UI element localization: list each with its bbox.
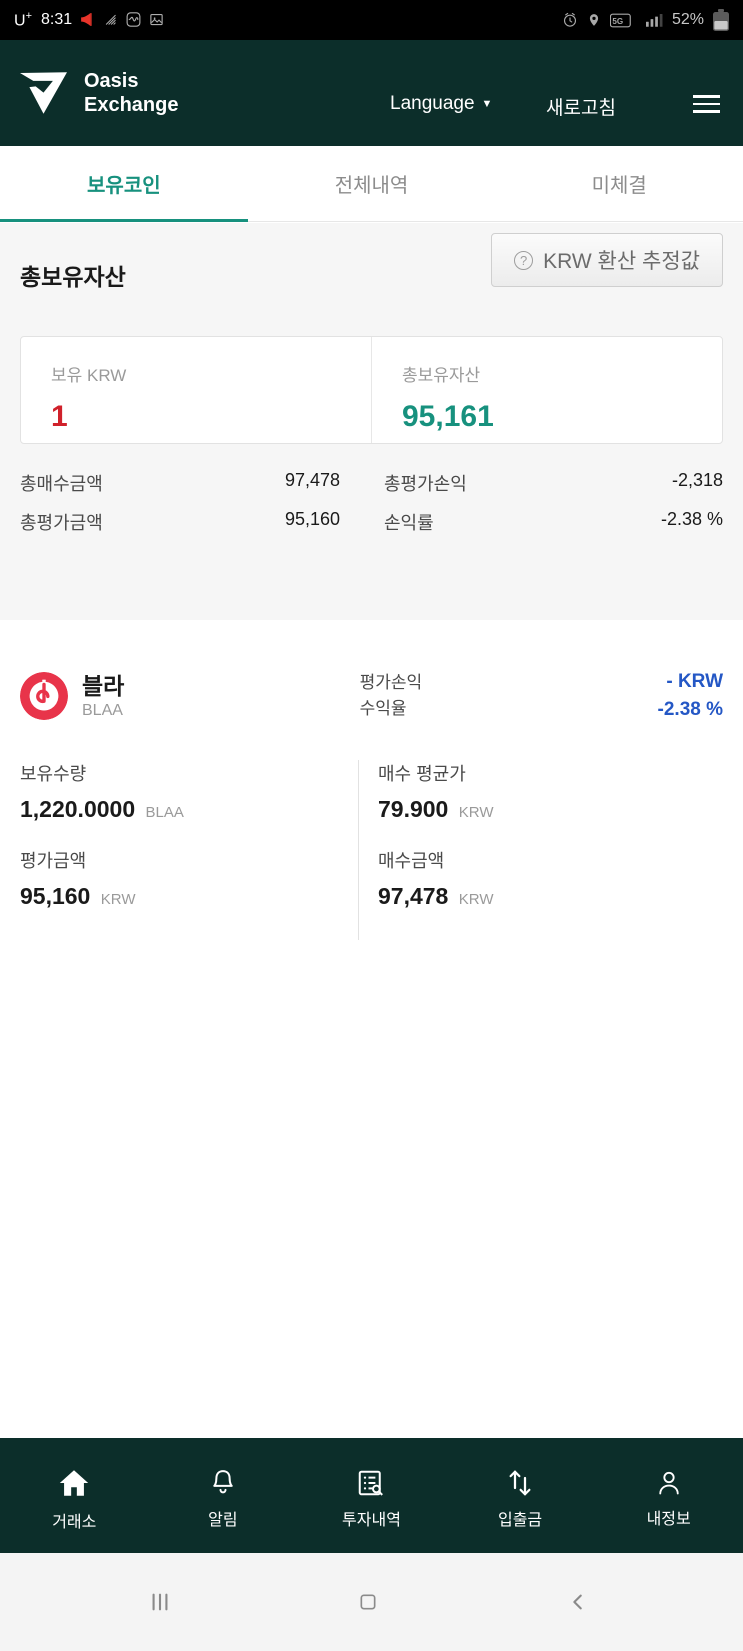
- svg-text:5G: 5G: [612, 16, 623, 25]
